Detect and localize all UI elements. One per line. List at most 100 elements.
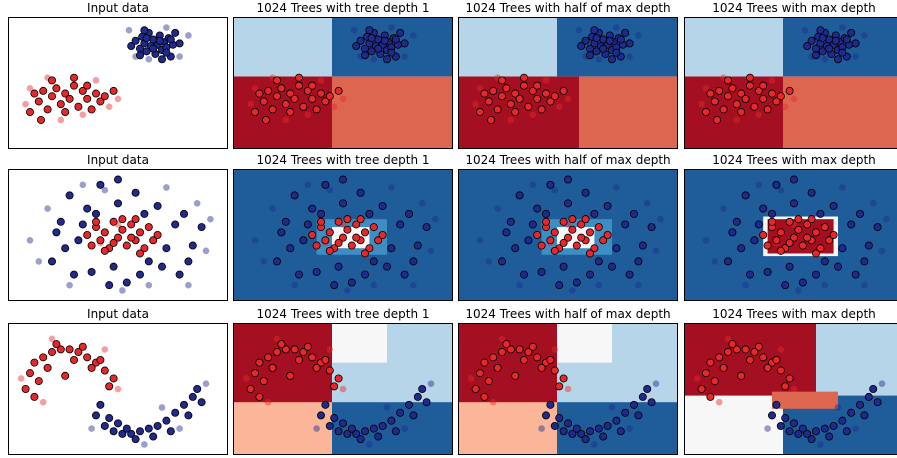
test-point [388, 184, 395, 191]
train-point [360, 270, 369, 279]
train-point [842, 35, 851, 44]
train-point [365, 209, 374, 218]
train-point [65, 191, 74, 200]
train-point [702, 369, 711, 378]
panel-blobs-c1 [8, 17, 228, 149]
train-point [497, 92, 506, 101]
test-point [26, 236, 34, 244]
train-point [299, 236, 308, 245]
train-point [537, 105, 546, 114]
train-point [542, 209, 551, 218]
train-point [803, 220, 812, 229]
test-point [883, 215, 890, 223]
train-point [374, 236, 383, 245]
panel-title-r3-c1: Input data [87, 307, 149, 321]
train-point [798, 278, 807, 287]
train-point [599, 44, 608, 53]
test-point [498, 335, 506, 343]
train-point [360, 228, 369, 237]
train-point [590, 26, 599, 35]
train-point [741, 94, 750, 103]
train-point [790, 199, 799, 208]
train-point [92, 217, 101, 226]
test-point [176, 425, 183, 432]
test-point [427, 247, 435, 255]
train-point [268, 105, 277, 114]
test-point [79, 111, 87, 118]
test-point [643, 200, 651, 207]
train-point [785, 374, 794, 383]
train-point [61, 89, 70, 98]
panel-title-r1-c4: 1024 Trees with max depth [712, 1, 876, 15]
panel-circles-c3 [458, 169, 678, 301]
train-point [860, 411, 869, 420]
train-point [790, 175, 799, 184]
train-point [334, 86, 343, 95]
train-point [25, 369, 34, 378]
test-point [326, 346, 334, 353]
test-point [702, 236, 710, 244]
train-point [142, 34, 151, 43]
train-point [43, 363, 52, 372]
train-point [365, 26, 374, 35]
train-point [537, 267, 546, 276]
train-point [851, 270, 860, 279]
panel-frame [458, 169, 678, 301]
train-point [728, 228, 737, 237]
train-point [719, 105, 728, 114]
train-point [864, 241, 873, 250]
test-point [79, 181, 87, 189]
train-point [83, 353, 92, 362]
train-point [334, 217, 343, 226]
train-point [400, 270, 409, 279]
train-point [537, 241, 546, 250]
test-point [57, 116, 65, 124]
train-point [65, 94, 74, 103]
decision-region [816, 323, 897, 396]
test-point [264, 398, 272, 406]
train-point [724, 348, 733, 357]
train-point [754, 342, 763, 351]
train-point [807, 188, 816, 197]
train-point [511, 108, 520, 117]
test-point [39, 398, 47, 406]
train-point [746, 81, 755, 90]
test-point [790, 95, 798, 103]
test-point [105, 103, 113, 111]
train-point [144, 257, 153, 266]
train-point [586, 427, 595, 436]
train-point [647, 398, 656, 407]
train-point [502, 340, 511, 349]
train-point [83, 94, 92, 103]
train-point [131, 36, 140, 45]
train-point [590, 209, 599, 218]
train-point [542, 411, 551, 420]
train-point [87, 105, 96, 114]
train-point [100, 366, 109, 375]
train-point [56, 345, 65, 354]
train-point [135, 51, 144, 60]
train-point [816, 244, 825, 253]
test-point [401, 53, 408, 60]
train-point [179, 209, 188, 218]
train-point [520, 73, 529, 82]
train-point [70, 355, 79, 364]
train-point [43, 105, 52, 114]
train-point [842, 427, 851, 436]
train-point [759, 230, 768, 239]
train-point [732, 345, 741, 354]
train-point [594, 257, 603, 266]
test-point [158, 404, 166, 411]
train-point [338, 419, 347, 428]
train-point [325, 228, 334, 237]
train-point [550, 246, 559, 255]
train-point [581, 36, 590, 45]
panel-blobs-c2 [233, 17, 453, 149]
test-point [410, 281, 417, 289]
train-point [564, 199, 573, 208]
train-point [719, 363, 728, 372]
panel-title-r1-c2: 1024 Trees with tree depth 1 [256, 1, 429, 15]
train-point [48, 257, 57, 266]
panel-frame [8, 169, 228, 301]
train-point [21, 384, 30, 393]
